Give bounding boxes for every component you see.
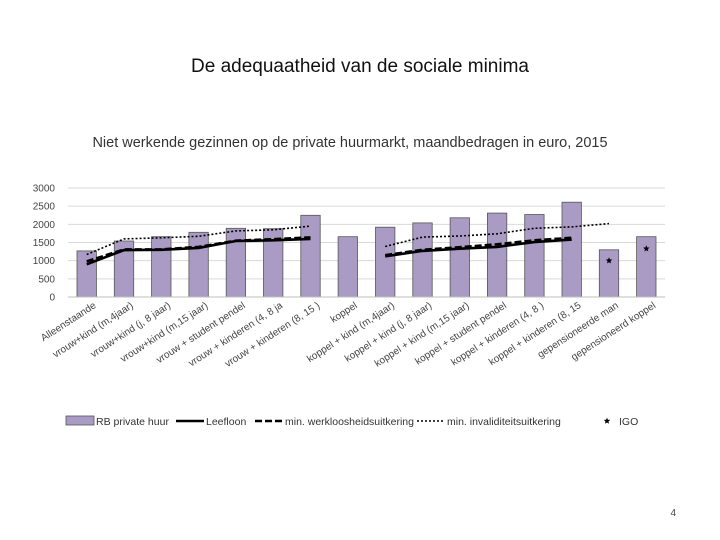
x-tick-label: koppel — [329, 300, 360, 325]
legend-label: Leefloon — [206, 416, 246, 428]
bar — [449, 217, 470, 298]
y-tick-label: 1500 — [33, 238, 56, 249]
legend-item: Leefloon — [176, 416, 246, 428]
legend-item: min. invaliditeitsuitkering — [417, 416, 561, 428]
legend-item: RB private huur — [65, 415, 169, 428]
series-line — [385, 236, 572, 257]
legend-item: min. werkloosheidsuitkering — [255, 416, 414, 428]
legend: RB private huur Leefloon min. werkloosheid… — [65, 415, 638, 428]
legend-swatch — [603, 417, 611, 424]
y-tick-label: 2000 — [33, 220, 56, 231]
series-line — [86, 236, 311, 263]
star-marker — [643, 245, 650, 252]
legend-item: IGO — [603, 416, 638, 428]
chart-title: Niet werkende gezinnen op de private huu… — [92, 135, 608, 151]
y-tick-label: 1000 — [33, 256, 56, 267]
bar — [188, 231, 209, 298]
legend-label: RB private huur — [96, 416, 169, 428]
bar — [76, 250, 97, 298]
y-tick-label: 3000 — [33, 184, 56, 195]
series-line — [86, 225, 311, 256]
legend-label: min. invaliditeitsuitkering — [447, 416, 561, 428]
star-marker — [605, 257, 613, 264]
bar — [412, 222, 433, 298]
bar — [151, 236, 172, 298]
bar — [598, 249, 620, 298]
bar — [486, 212, 508, 298]
legend-label: min. werkloosheidsuitkering — [285, 416, 414, 428]
series-line — [385, 222, 610, 248]
y-tick-label: 500 — [38, 274, 55, 285]
slide-title: De adequaatheid van de sociale minima — [191, 56, 529, 77]
bar — [225, 227, 246, 298]
bar — [524, 214, 545, 298]
y-tick-label: 2500 — [33, 202, 56, 213]
legend-label: IGO — [619, 416, 638, 428]
bar — [375, 226, 396, 298]
page-number: 4 — [670, 508, 676, 519]
series-lines — [86, 222, 610, 266]
bar — [561, 201, 582, 298]
bars — [76, 201, 657, 298]
legend-swatch — [65, 415, 95, 426]
y-tick-label: 0 — [49, 293, 55, 304]
bar — [337, 236, 358, 298]
series-markers — [605, 245, 650, 264]
y-axis-ticks: 0 500 1000 1500 2000 2500 3000 — [33, 184, 56, 304]
